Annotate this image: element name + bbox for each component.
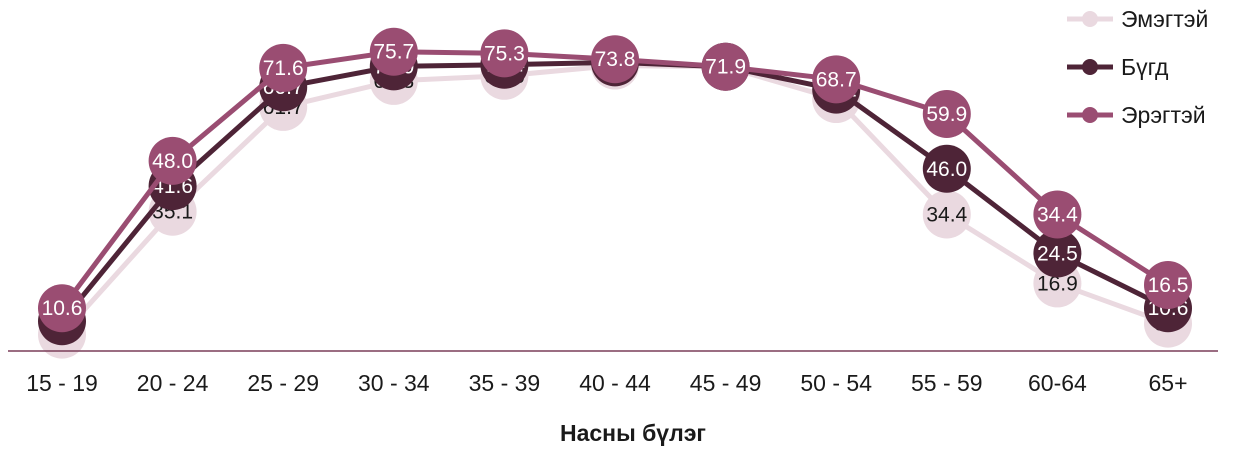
data-label: 24.5: [1037, 242, 1078, 265]
series-line: [60, 59, 1170, 323]
legend-item: Эмэгтэй: [1067, 6, 1208, 32]
x-tick-label: 20 - 24: [137, 370, 209, 396]
series-2: 7.341.666.772.072.473.071.966.146.024.51…: [38, 38, 1192, 346]
data-label: 71.6: [263, 57, 304, 80]
series-1: 3.935.161.768.369.672.271.963.734.416.96…: [38, 41, 1192, 359]
data-label: 71.9: [705, 56, 746, 79]
legend-item: Бүгд: [1067, 54, 1169, 80]
data-label: 48.0: [152, 150, 193, 173]
data-label: 59.9: [926, 103, 967, 126]
legend-label: Бүгд: [1121, 54, 1169, 80]
x-tick-label: 15 - 19: [26, 370, 98, 396]
legend-marker: [1082, 59, 1098, 75]
legend-marker: [1082, 11, 1098, 27]
data-point: [38, 284, 86, 333]
data-point: [1144, 260, 1192, 309]
x-tick-label: 65+: [1148, 370, 1187, 396]
data-point: [1033, 190, 1082, 239]
x-tick-label: 30 - 34: [358, 370, 430, 396]
data-label: 68.7: [816, 68, 857, 91]
series-line: [60, 63, 1169, 337]
data-label: 46.0: [926, 158, 967, 181]
x-tick-label: 40 - 44: [579, 370, 651, 396]
data-label: 73.8: [595, 48, 636, 71]
series-line: [60, 49, 1170, 310]
legend-label: Эрэгтэй: [1121, 102, 1206, 128]
data-label: 34.4: [1037, 203, 1078, 226]
data-point: [480, 29, 529, 78]
data-label: 75.7: [373, 41, 414, 64]
data-point: [922, 89, 971, 138]
data-point: [148, 136, 197, 185]
data-label: 34.4: [926, 203, 967, 226]
x-tick-label: 35 - 39: [469, 370, 541, 396]
x-tick-label: 55 - 59: [911, 370, 983, 396]
data-point: [259, 43, 308, 92]
data-point: [369, 27, 418, 76]
data-point: [701, 42, 750, 91]
legend-marker: [1082, 107, 1098, 123]
series-3: 10.6 48.0 71.6 75.7 75.3 73.8 71.9 68.7 59.9 34.4…: [38, 27, 1192, 333]
data-point: [922, 144, 971, 193]
x-tick-label: 25 - 29: [247, 370, 319, 396]
x-tick-label: 50 - 54: [800, 370, 872, 396]
data-label: 75.3: [484, 42, 525, 65]
x-tick-labels: 15 - 19 20 - 24 25 - 29 30 - 34 35 - 39 40 - …: [26, 370, 1187, 396]
legend-item: Эрэгтэй: [1067, 102, 1206, 128]
x-tick-label: 45 - 49: [690, 370, 762, 396]
data-point: [922, 190, 971, 239]
x-axis-title: Насны бүлэг: [560, 420, 706, 446]
series-layer: 3.935.161.768.369.672.271.963.734.416.96…: [38, 27, 1192, 359]
x-tick-label: 60-64: [1028, 370, 1087, 396]
data-point: [591, 35, 639, 84]
data-point: [1033, 229, 1082, 278]
legend: Эмэгтэй Бүгд Эрэгтэй: [1067, 6, 1208, 128]
data-point: [812, 55, 861, 104]
legend-label: Эмэгтэй: [1121, 6, 1208, 32]
data-label: 16.9: [1037, 272, 1078, 295]
data-label: 16.5: [1148, 274, 1189, 297]
data-label: 10.6: [42, 297, 83, 320]
